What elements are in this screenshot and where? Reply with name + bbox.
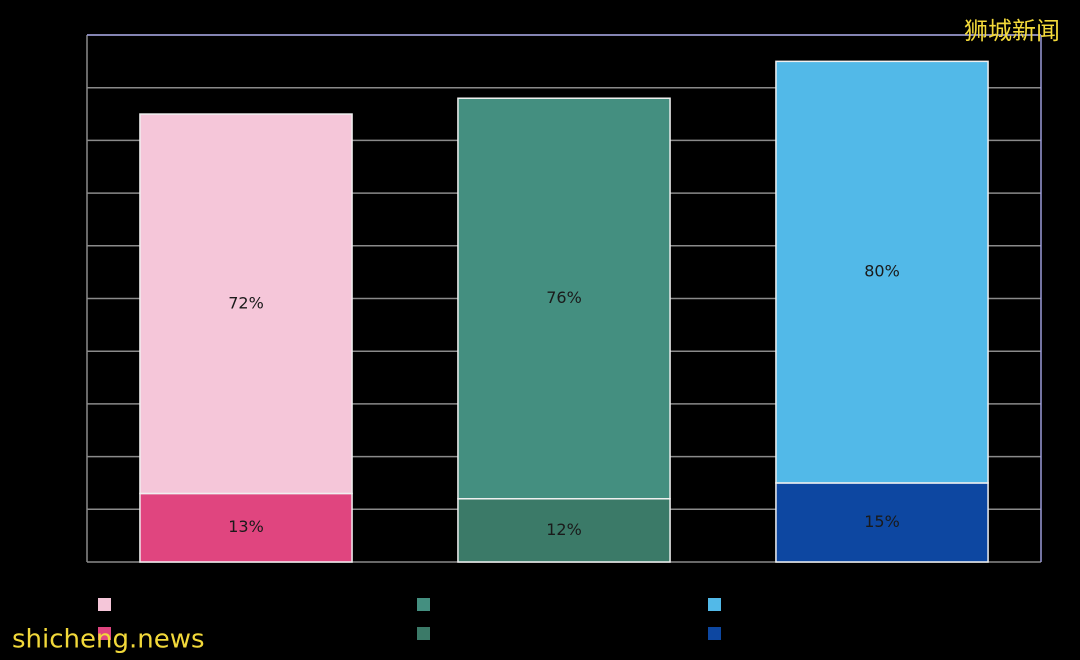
data-label: 12% [546,520,582,539]
data-label: 76% [546,288,582,307]
legend-swatch [417,627,430,640]
bar-segment [139,113,353,495]
watermark: shicheng.news [12,625,205,655]
legend-swatch [98,627,111,640]
bar-segment [457,97,671,500]
data-label: 13% [228,517,264,536]
bar-segment [775,482,989,563]
watermark: 狮城新闻 [964,17,1060,45]
data-label: 72% [228,293,264,312]
legend-swatch [417,598,430,611]
legend-swatch [708,598,721,611]
bar-segment [457,498,671,563]
legend-swatch [708,627,721,640]
data-label: 15% [864,512,900,531]
bar-segment [139,492,353,563]
legend-swatch [98,598,111,611]
data-label: 80% [864,262,900,281]
bar-segment [775,60,989,484]
